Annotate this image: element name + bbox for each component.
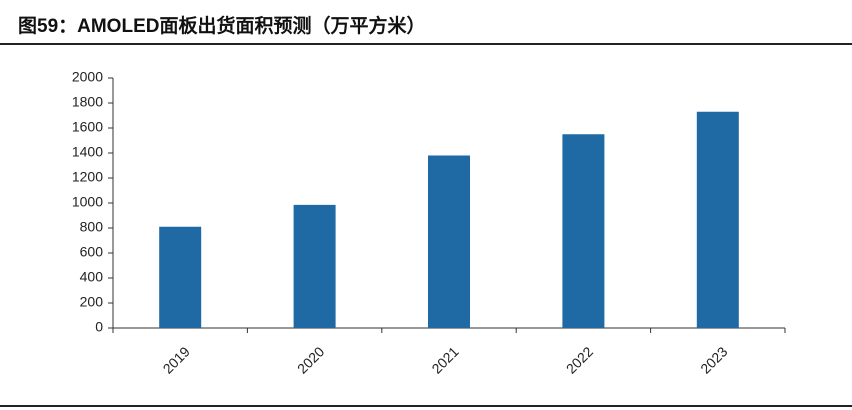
- y-tick-label: 1600: [72, 119, 103, 135]
- x-tick-label: 2021: [428, 343, 461, 376]
- y-tick-label: 1200: [72, 169, 103, 185]
- bar: [696, 111, 739, 328]
- bar: [293, 204, 336, 328]
- y-tick-label: 200: [80, 294, 104, 310]
- bar: [562, 134, 605, 328]
- x-tick-label: 2022: [563, 343, 596, 376]
- y-tick-label: 600: [80, 244, 104, 260]
- bar: [428, 155, 470, 328]
- x-tick-label: 2019: [160, 343, 193, 376]
- chart-title: 图59：AMOLED面板出货面积预测（万平方米）: [18, 14, 425, 37]
- x-tick-label: 2023: [697, 343, 730, 376]
- x-tick-label: 2020: [294, 343, 327, 376]
- y-tick-label: 0: [95, 319, 103, 335]
- y-tick-label: 1800: [72, 94, 103, 110]
- y-tick-label: 1400: [72, 144, 103, 160]
- y-tick-label: 1000: [72, 194, 103, 210]
- y-tick-label: 800: [80, 219, 104, 235]
- bar: [159, 226, 202, 328]
- y-tick-label: 400: [80, 269, 104, 285]
- y-tick-label: 2000: [72, 69, 103, 85]
